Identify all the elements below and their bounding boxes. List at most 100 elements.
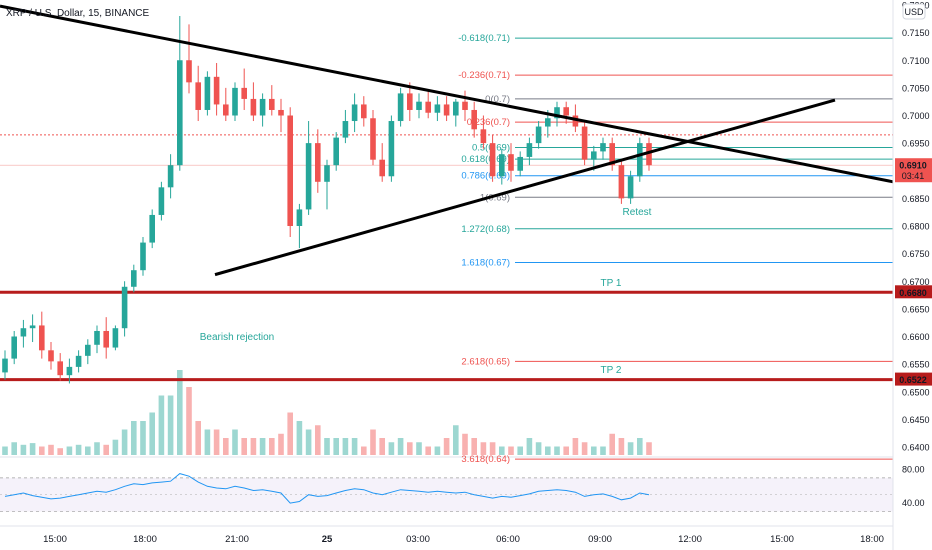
candle-body xyxy=(407,93,413,110)
candle-body xyxy=(489,143,496,177)
candle-body xyxy=(471,109,477,130)
volume-bar xyxy=(545,446,551,455)
volume-bar xyxy=(204,429,211,455)
x-tick-label: 15:00 xyxy=(770,534,794,545)
volume-bar xyxy=(57,448,63,455)
candle-body xyxy=(57,361,63,376)
x-tick-label: 12:00 xyxy=(678,534,702,545)
price-badge xyxy=(895,285,932,299)
volume-bar xyxy=(618,438,625,455)
candle-body xyxy=(443,104,450,116)
volume-bar xyxy=(167,395,174,455)
candle-body xyxy=(517,156,523,171)
candle-body xyxy=(140,242,146,271)
volume-bar xyxy=(94,442,100,455)
volume-bar xyxy=(149,412,155,455)
candle-body xyxy=(618,165,625,199)
horizontal-levels xyxy=(0,134,893,382)
volume-bar xyxy=(287,412,293,455)
candle-body xyxy=(121,286,128,329)
x-tick-label: 21:00 xyxy=(225,534,249,545)
candle-body xyxy=(177,60,183,166)
rsi-tick-label: 40.00 xyxy=(902,498,925,508)
candle-body xyxy=(94,330,100,345)
candle-body xyxy=(213,76,220,105)
candle-body xyxy=(342,121,349,138)
candle-body xyxy=(361,104,367,119)
x-tick-label: 03:00 xyxy=(406,534,430,545)
x-tick-label: 06:00 xyxy=(496,534,520,545)
y-tick-label: 0.7150 xyxy=(902,28,930,38)
volume-bar xyxy=(241,438,247,455)
candle-body xyxy=(554,107,560,119)
candle-body xyxy=(499,154,505,177)
volume-bar xyxy=(315,425,321,455)
descending-trendline[interactable] xyxy=(0,4,894,184)
x-tick-label: 18:00 xyxy=(133,534,157,545)
chart-title: XRP / U.S. Dollar, 15, BINANCE xyxy=(6,8,150,19)
fib-label: 0.618(0.69) xyxy=(461,154,510,165)
candle-body xyxy=(223,104,229,116)
candle-body xyxy=(572,115,579,127)
volume-bar xyxy=(278,433,284,455)
x-tick-label: 25 xyxy=(322,534,333,545)
volume-bar xyxy=(85,446,91,455)
candle-body xyxy=(388,121,395,177)
y-tick-label: 0.6450 xyxy=(902,415,930,425)
candle-body xyxy=(351,104,358,122)
y-tick-label: 0.6550 xyxy=(902,360,930,370)
candle-body xyxy=(204,76,211,110)
candle-body xyxy=(48,350,54,362)
y-tick-label: 0.6800 xyxy=(902,222,930,232)
volume-bar xyxy=(526,438,533,455)
candle-body xyxy=(535,126,542,144)
volume-bar xyxy=(637,438,643,455)
candle-body xyxy=(269,98,275,110)
candle-body xyxy=(646,143,652,166)
y-tick-label: 0.6400 xyxy=(902,443,930,453)
candle-body xyxy=(324,165,330,182)
candle-body xyxy=(305,143,312,210)
currency-button[interactable]: USD xyxy=(902,3,926,20)
x-tick-label: 15:00 xyxy=(43,534,67,545)
y-tick-label: 0.6850 xyxy=(902,194,930,204)
volume-bar xyxy=(480,442,487,455)
candle-body xyxy=(158,187,165,215)
candle-body xyxy=(75,355,82,367)
candle-body xyxy=(66,366,73,376)
candle-body xyxy=(397,93,404,122)
candle-body xyxy=(600,143,606,152)
volume-bar xyxy=(397,438,404,455)
ascending-trendline[interactable] xyxy=(214,98,836,277)
candle-body xyxy=(131,270,137,287)
axes: 0.6400 0.6450 0.6500 0.6550 0.6600 0.6650 0.67… xyxy=(43,0,932,550)
price-badge-value: 0.6910 xyxy=(899,161,927,171)
volume-bar xyxy=(20,444,27,455)
fibonacci-levels: -0.618(0.71) -0.236(0.71) 0(0.7) 0.236(0.7)… xyxy=(458,33,893,465)
price-badge xyxy=(895,158,932,183)
candle-body xyxy=(296,209,303,226)
candle-body xyxy=(241,87,247,99)
fib-label: 3.618(0.64) xyxy=(461,454,510,465)
trendlines[interactable] xyxy=(0,4,894,277)
volume-bar xyxy=(453,425,459,455)
candle-body xyxy=(186,60,192,83)
candle-body xyxy=(425,101,431,113)
volume-bar xyxy=(499,446,505,455)
volume-bars xyxy=(2,370,652,455)
candle-body xyxy=(545,118,551,127)
volume-bar xyxy=(462,433,468,455)
candle-body xyxy=(416,101,422,110)
fib-label: 1.618(0.67) xyxy=(461,257,510,268)
candle-body xyxy=(287,115,293,226)
candle-body xyxy=(480,129,487,144)
candle-body xyxy=(581,126,588,160)
fib-label: 0.236(0.7) xyxy=(467,117,510,128)
candle-body xyxy=(370,118,376,160)
candle-body xyxy=(591,151,597,160)
y-tick-label: 0.7000 xyxy=(902,111,930,121)
annotation-label: Bearish rejection xyxy=(200,332,274,343)
volume-bar xyxy=(535,442,542,455)
volume-bar xyxy=(2,446,8,455)
